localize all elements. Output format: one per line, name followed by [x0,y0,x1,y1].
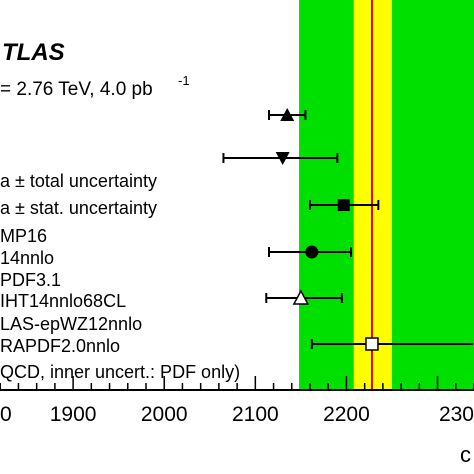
data-rows: a ± total uncertainty a ± stat. uncertain… [0,108,473,356]
row-label: a ± total uncertainty [0,171,157,191]
row-label: IHT14nnlo68CL [0,291,126,311]
footnote-label: QCD, inner uncert.: PDF only) [0,362,240,382]
energy-superscript: -1 [178,73,190,88]
data-point-square-open [365,337,379,351]
row-label: MP16 [0,226,47,246]
data-point-square [337,199,350,211]
data-point-triangle-open [292,289,310,305]
row-label: RAPDF2.0nnlo [0,336,120,356]
row-label: LAS-epWZ12nnlo [0,314,142,334]
uncertainty-bands [299,0,474,390]
data-point-circle [305,245,319,259]
x-axis-label: c [460,442,471,467]
x-tick-label: 0 [0,403,12,426]
x-tick-label: 230 [439,403,474,426]
x-tick-label: 2000 [141,403,188,426]
x-tick-label: 1900 [50,403,97,426]
experiment-label: TLAS [2,39,65,66]
x-tick-label: 2100 [232,403,279,426]
row-label: a ± stat. uncertainty [0,198,157,218]
energy-label: = 2.76 TeV, 4.0 pb [0,79,153,100]
data-point-triangle-down [275,152,290,165]
row-label: PDF3.1 [0,270,61,290]
x-tick-label: 2200 [323,403,370,426]
chart-header: TLAS = 2.76 TeV, 4.0 pb -1 [0,39,190,100]
data-point-triangle-up [280,108,295,121]
x-axis: 0 1900 2000 2100 2200 230 [0,376,474,426]
row-label: 14nnlo [0,248,54,268]
